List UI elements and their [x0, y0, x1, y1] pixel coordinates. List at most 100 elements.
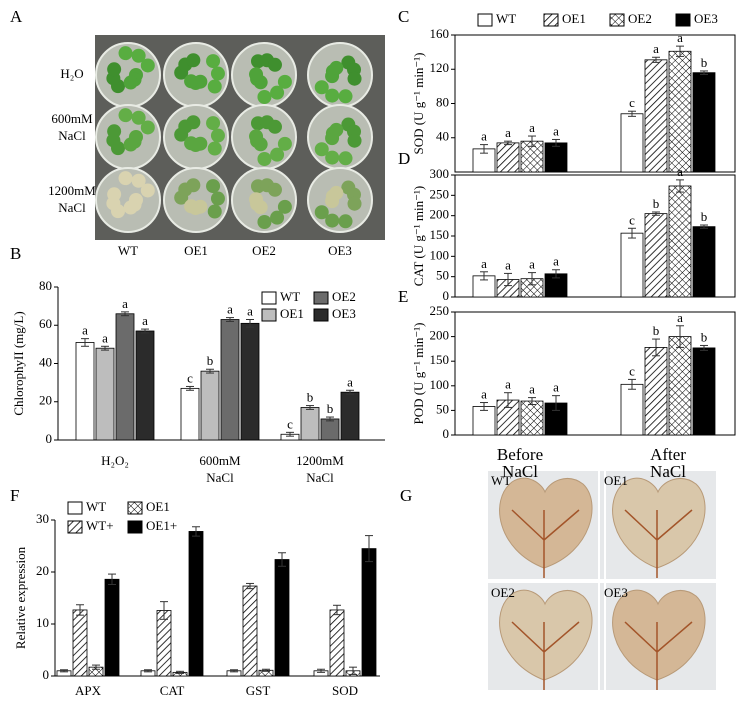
significance-letter: a: [553, 380, 559, 395]
error-bar: [101, 345, 109, 351]
leaf-disc: [210, 128, 225, 143]
y-tick-label: 0: [443, 288, 450, 303]
error-bar: [286, 431, 294, 437]
column-label: OE1: [184, 243, 208, 258]
significance-letter: a: [102, 330, 108, 345]
error-bar: [700, 344, 708, 351]
y-tick-label: 20: [39, 393, 52, 408]
legend-label: WT+: [86, 518, 114, 533]
significance-letter: a: [529, 382, 535, 397]
leaf-disc: [140, 120, 155, 135]
leaves: [486, 469, 718, 693]
bar: [520, 400, 544, 436]
bar: [104, 578, 120, 677]
row-label: 600mM NaCl: [51, 111, 93, 143]
leaf-disc: [207, 141, 222, 156]
bar: [340, 391, 360, 441]
bar: [135, 330, 155, 441]
error-bar: [226, 317, 234, 322]
error-bar: [326, 416, 334, 422]
y-tick-label: 10: [36, 615, 49, 630]
bar: [95, 347, 115, 441]
y-axis-label: POD (U g⁻¹ min⁻¹): [411, 322, 426, 424]
y-tick-label: 150: [430, 227, 450, 242]
error-bar: [246, 582, 254, 590]
y-tick-label: 80: [39, 278, 52, 293]
leaf-disc: [131, 48, 146, 63]
error-bar: [652, 211, 660, 216]
bar: [240, 322, 260, 441]
error-bar: [60, 669, 68, 673]
leaf-label: OE2: [491, 585, 515, 600]
legend-label: OE1+: [146, 518, 177, 533]
error-bar: [160, 601, 168, 620]
y-axis-label: Relative expression: [13, 546, 28, 649]
significance-letter: a: [677, 310, 683, 325]
panel-letter: D: [398, 149, 410, 168]
row-label: 1200mM NaCl: [48, 183, 96, 215]
error-bar: [504, 272, 512, 287]
leaf-disc: [329, 60, 344, 75]
y-tick-label: 20: [36, 563, 49, 578]
leaf-disc: [207, 79, 222, 94]
leaf-disc: [270, 85, 285, 100]
error-bar: [552, 138, 560, 147]
bar: [200, 370, 220, 441]
significance-letter: b: [701, 55, 708, 70]
error-bar: [246, 319, 254, 328]
y-tick-label: 300: [430, 166, 450, 181]
leaf-disc: [186, 115, 201, 130]
significance-letter: b: [307, 390, 314, 405]
bar: [242, 585, 258, 677]
error-bar: [206, 368, 214, 374]
error-bar: [81, 338, 89, 347]
legend-swatch: [67, 501, 83, 515]
leaf-disc: [207, 204, 222, 219]
leaf-disc: [118, 108, 133, 123]
leaf-disc: [314, 142, 329, 157]
error-bar: [628, 378, 636, 390]
photo-divider: [486, 469, 606, 581]
error-bar: [192, 526, 200, 537]
error-bar: [306, 405, 314, 410]
leaf-disc: [325, 213, 340, 228]
x-tick-label: APX: [75, 683, 102, 698]
significance-letter: a: [505, 377, 511, 392]
y-tick-label: 80: [436, 94, 449, 109]
error-bar: [676, 325, 684, 348]
significance-letter: b: [653, 323, 660, 338]
significance-letter: c: [187, 370, 193, 385]
significance-letter: c: [629, 212, 635, 227]
y-tick-label: 30: [36, 511, 49, 526]
leaf-disc: [314, 80, 329, 95]
leaf: [612, 589, 706, 681]
significance-letter: a: [553, 254, 559, 269]
leaf-disc: [140, 183, 155, 198]
error-bar: [186, 385, 194, 391]
error-bar: [676, 179, 684, 193]
panel-letter: E: [398, 287, 408, 306]
leaf-disc: [249, 129, 264, 144]
significance-letter: a: [481, 387, 487, 402]
y-axis-label: SOD (U g⁻¹ min⁻¹): [411, 52, 426, 154]
y-tick-label: 200: [430, 207, 450, 222]
leaf-disc: [270, 210, 285, 225]
leaf-disc: [270, 147, 285, 162]
leaf-disc: [329, 122, 344, 137]
y-axis-label: CAT (U g⁻¹ min⁻¹): [411, 186, 426, 286]
panel-letter: G: [400, 486, 412, 505]
y-axis-label: ChlorophyII (mg/L): [11, 311, 26, 415]
significance-letter: a: [677, 164, 683, 179]
bar: [644, 347, 668, 436]
leaf-disc: [118, 46, 133, 61]
leaf-disc: [257, 89, 272, 104]
y-tick-label: 50: [436, 268, 449, 283]
leaf-disc: [107, 187, 122, 202]
bar: [156, 610, 172, 677]
error-bar: [700, 70, 708, 75]
legend-swatch: [543, 13, 559, 27]
error-bar: [92, 664, 100, 670]
y-tick-label: 250: [430, 303, 450, 318]
leaf-disc: [277, 136, 292, 151]
leaf-disc: [206, 54, 221, 69]
